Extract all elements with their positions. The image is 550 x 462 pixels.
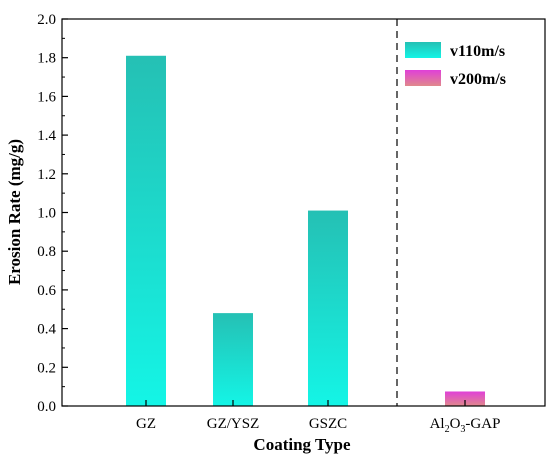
legend-swatch-v110 [405,42,441,58]
y-tick-label: 0.6 [37,283,56,299]
legend-swatch-v200 [405,70,441,86]
y-tick-label: 0.2 [37,360,56,376]
x-tick-label: GZ/YSZ [207,416,260,432]
y-tick-label: 0.8 [37,244,56,260]
y-tick-label: 1.0 [37,206,56,222]
x-tick-label: GSZC [309,416,347,432]
bar-v110-2 [308,210,348,406]
y-tick-label: 1.8 [37,51,56,67]
bar-v200-3 [445,391,485,406]
legend: v110m/s v200m/s [405,42,506,88]
x-tick-label: Al2O3-GAP [430,416,501,435]
y-tick-label: 0.0 [37,399,56,415]
bar-v110-0 [126,55,166,406]
x-tick-label: GZ [136,416,156,432]
bar-v110-1 [213,313,253,406]
y-tick-label: 0.4 [37,322,56,338]
y-tick-label: 1.2 [37,167,56,183]
x-axis-ticks: GZ GZ/YSZ GSZC Al2O3-GAP [136,400,500,435]
y-tick-label: 1.4 [37,128,56,144]
x-axis-title: Coating Type [253,435,351,454]
legend-label-v110: v110m/s [450,43,505,60]
legend-label-v200: v200m/s [450,71,506,88]
y-axis-ticks: 0.0 0.2 0.4 0.6 0.8 1.0 1.2 1.4 1.6 1.8 2.0 [37,12,68,415]
y-axis-title: Erosion Rate (mg/g) [5,139,24,285]
bars-group [126,55,485,406]
y-tick-label: 2.0 [37,12,56,28]
y-tick-label: 1.6 [37,89,56,105]
